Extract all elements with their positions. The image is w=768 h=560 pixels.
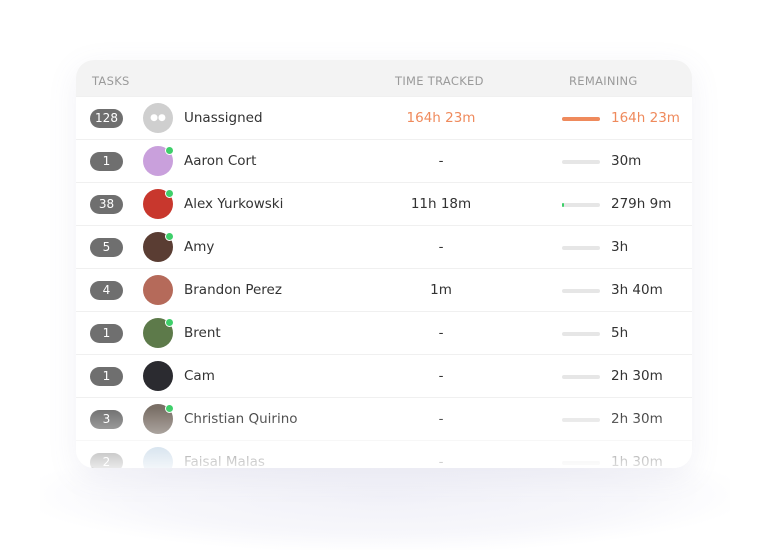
task-count-badge: 1 <box>90 367 123 386</box>
assignee-name[interactable]: Brent <box>184 325 221 341</box>
remaining-progress-bar <box>562 375 600 379</box>
task-count-badge: 4 <box>90 281 123 300</box>
table-row[interactable]: 1 Aaron Cort - 30m <box>76 139 692 182</box>
online-status-icon <box>165 232 174 241</box>
assignee-name[interactable]: Cam <box>184 368 215 384</box>
task-count-badge: 128 <box>90 109 123 128</box>
table-row[interactable]: 38 Alex Yurkowski 11h 18m 279h 9m <box>76 182 692 225</box>
table-row[interactable]: 2 Faisal Malas - 1h 30m <box>76 440 692 468</box>
table-row[interactable]: 1 Brent - 5h <box>76 311 692 354</box>
time-tracked: - <box>438 325 444 341</box>
header-remaining[interactable]: REMAINING <box>569 74 638 88</box>
remaining-time: 3h <box>611 239 629 255</box>
table-row[interactable]: 5 Amy - 3h <box>76 225 692 268</box>
online-status-icon <box>165 189 174 198</box>
group-icon: ●● <box>143 103 173 133</box>
remaining-progress-bar <box>562 117 600 121</box>
assignee-name[interactable]: Brandon Perez <box>184 282 282 298</box>
remaining-time: 2h 30m <box>611 368 663 384</box>
remaining-time: 279h 9m <box>611 196 672 212</box>
online-status-icon <box>165 146 174 155</box>
remaining-time: 164h 23m <box>611 110 680 126</box>
table-row[interactable]: 4 Brandon Perez 1m 3h 40m <box>76 268 692 311</box>
header-time-tracked[interactable]: TIME TRACKED <box>395 74 484 88</box>
avatar <box>143 275 173 305</box>
avatar <box>143 361 173 391</box>
progress-fill <box>562 203 564 207</box>
remaining-progress-bar <box>562 289 600 293</box>
table-row[interactable]: 1 Cam - 2h 30m <box>76 354 692 397</box>
time-tracked: - <box>438 153 444 169</box>
table-row[interactable]: 3 Christian Quirino - 2h 30m <box>76 397 692 440</box>
table-header: TASKS TIME TRACKED REMAINING <box>76 60 692 96</box>
remaining-progress-bar <box>562 332 600 336</box>
assignee-name[interactable]: Faisal Malas <box>184 454 265 468</box>
assignee-name[interactable]: Alex Yurkowski <box>184 196 284 212</box>
time-tracked: - <box>438 411 444 427</box>
online-status-icon <box>165 404 174 413</box>
workload-table: TASKS TIME TRACKED REMAINING 128 ●● Unas… <box>76 60 692 468</box>
remaining-time: 2h 30m <box>611 411 663 427</box>
time-tracked: - <box>438 239 444 255</box>
online-status-icon <box>165 318 174 327</box>
assignee-name[interactable]: Christian Quirino <box>184 411 298 427</box>
task-count-badge: 5 <box>90 238 123 257</box>
remaining-progress-bar <box>562 203 600 207</box>
assignee-name[interactable]: Unassigned <box>184 110 263 126</box>
task-count-badge: 38 <box>90 195 123 214</box>
time-tracked: 11h 18m <box>410 196 472 212</box>
task-count-badge: 1 <box>90 324 123 343</box>
remaining-progress-bar <box>562 246 600 250</box>
table-row[interactable]: 128 ●● Unassigned 164h 23m 164h 23m <box>76 96 692 139</box>
progress-fill <box>562 117 600 121</box>
avatar <box>143 447 173 468</box>
assignee-name[interactable]: Amy <box>184 239 215 255</box>
assignee-name[interactable]: Aaron Cort <box>184 153 257 169</box>
task-count-badge: 2 <box>90 453 123 468</box>
remaining-time: 3h 40m <box>611 282 663 298</box>
remaining-progress-bar <box>562 461 600 465</box>
time-tracked: 164h 23m <box>406 110 476 126</box>
remaining-progress-bar <box>562 160 600 164</box>
time-tracked: - <box>438 454 444 468</box>
table-body: 128 ●● Unassigned 164h 23m 164h 23m 1 Aa… <box>76 96 692 468</box>
header-tasks[interactable]: TASKS <box>92 74 130 88</box>
remaining-progress-bar <box>562 418 600 422</box>
time-tracked: 1m <box>430 282 452 298</box>
task-count-badge: 1 <box>90 152 123 171</box>
remaining-time: 30m <box>611 153 642 169</box>
task-count-badge: 3 <box>90 410 123 429</box>
remaining-time: 1h 30m <box>611 454 663 468</box>
remaining-time: 5h <box>611 325 629 341</box>
time-tracked: - <box>438 368 444 384</box>
